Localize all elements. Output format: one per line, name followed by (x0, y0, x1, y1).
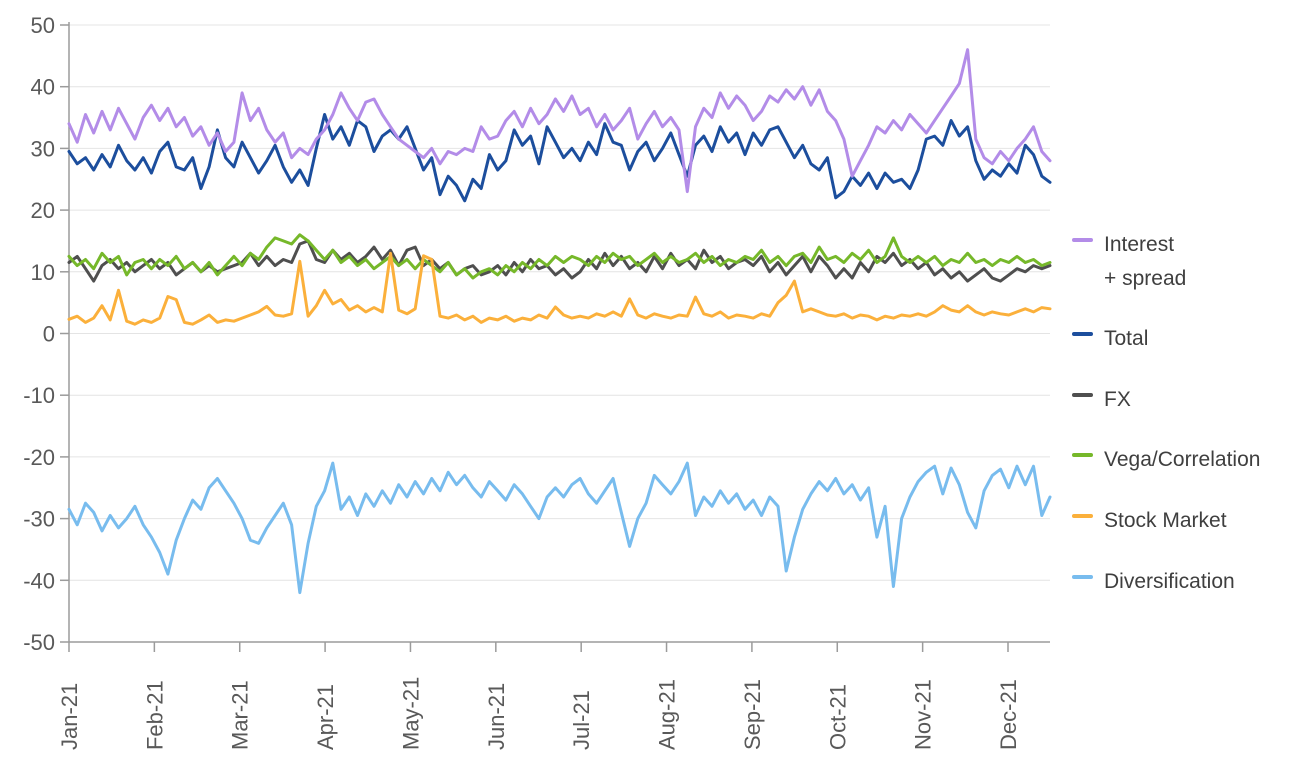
legend-series-label: Total (1104, 327, 1149, 351)
legend-swatch-icon (1072, 513, 1093, 518)
x-tick-label: Jan-21 (57, 683, 82, 750)
legend-item: FX (1072, 383, 1298, 417)
y-tick-label: 40 (31, 75, 55, 100)
y-tick-label: 0 (43, 322, 55, 347)
y-tick-label: 30 (31, 136, 55, 161)
x-tick-label: Aug-21 (655, 679, 680, 750)
legend-item: Interest + spread (1072, 228, 1298, 295)
x-tick-label: Feb-21 (142, 680, 167, 750)
x-tick-label: Jul-21 (569, 690, 594, 750)
series-line-diversification (67, 461, 1052, 595)
x-tick-label: Dec-21 (996, 679, 1021, 750)
y-tick-label: -20 (23, 445, 55, 470)
legend-swatch-icon (1072, 574, 1093, 579)
y-tick-label: 50 (31, 13, 55, 38)
x-tick-label: Mar-21 (228, 680, 253, 750)
legend-item: Total (1072, 322, 1298, 356)
legend-item: Stock Market (1072, 504, 1298, 538)
legend-series-label: Interest + spread (1104, 233, 1187, 290)
x-tick-label: May-21 (398, 677, 423, 750)
chart-legend: Interest + spread Total FX Vega/Correlat… (1072, 228, 1298, 625)
y-tick-label: 10 (31, 260, 55, 285)
legend-swatch-icon (1072, 453, 1093, 458)
series-line-fx (67, 239, 1052, 283)
y-tick-label: -50 (23, 630, 55, 655)
legend-swatch-icon (1072, 332, 1093, 337)
y-tick-label: 20 (31, 198, 55, 223)
legend-series-label: FX (1104, 387, 1131, 411)
y-tick-label: -30 (23, 507, 55, 532)
legend-series-label: Vega/Correlation (1104, 448, 1261, 472)
series-line-total (67, 113, 1052, 203)
legend-item: Vega/Correlation (1072, 443, 1298, 477)
y-tick-label: -40 (23, 568, 55, 593)
x-tick-label: Nov-21 (911, 679, 936, 750)
legend-item: Diversification (1072, 565, 1298, 599)
series-line-stock-market (67, 251, 1052, 326)
x-tick-label: Jun-21 (484, 683, 509, 750)
x-tick-label: Oct-21 (825, 684, 850, 750)
x-tick-label: Sep-21 (740, 679, 765, 750)
legend-series-label: Diversification (1104, 569, 1235, 593)
legend-series-label: Stock Market (1104, 508, 1227, 532)
legend-swatch-icon (1072, 392, 1093, 397)
series-line-interest-spread (67, 48, 1052, 194)
series-line-vega-correlation (67, 233, 1052, 280)
x-tick-label: Apr-21 (313, 684, 338, 750)
y-tick-label: -10 (23, 383, 55, 408)
legend-swatch-icon (1072, 238, 1093, 242)
